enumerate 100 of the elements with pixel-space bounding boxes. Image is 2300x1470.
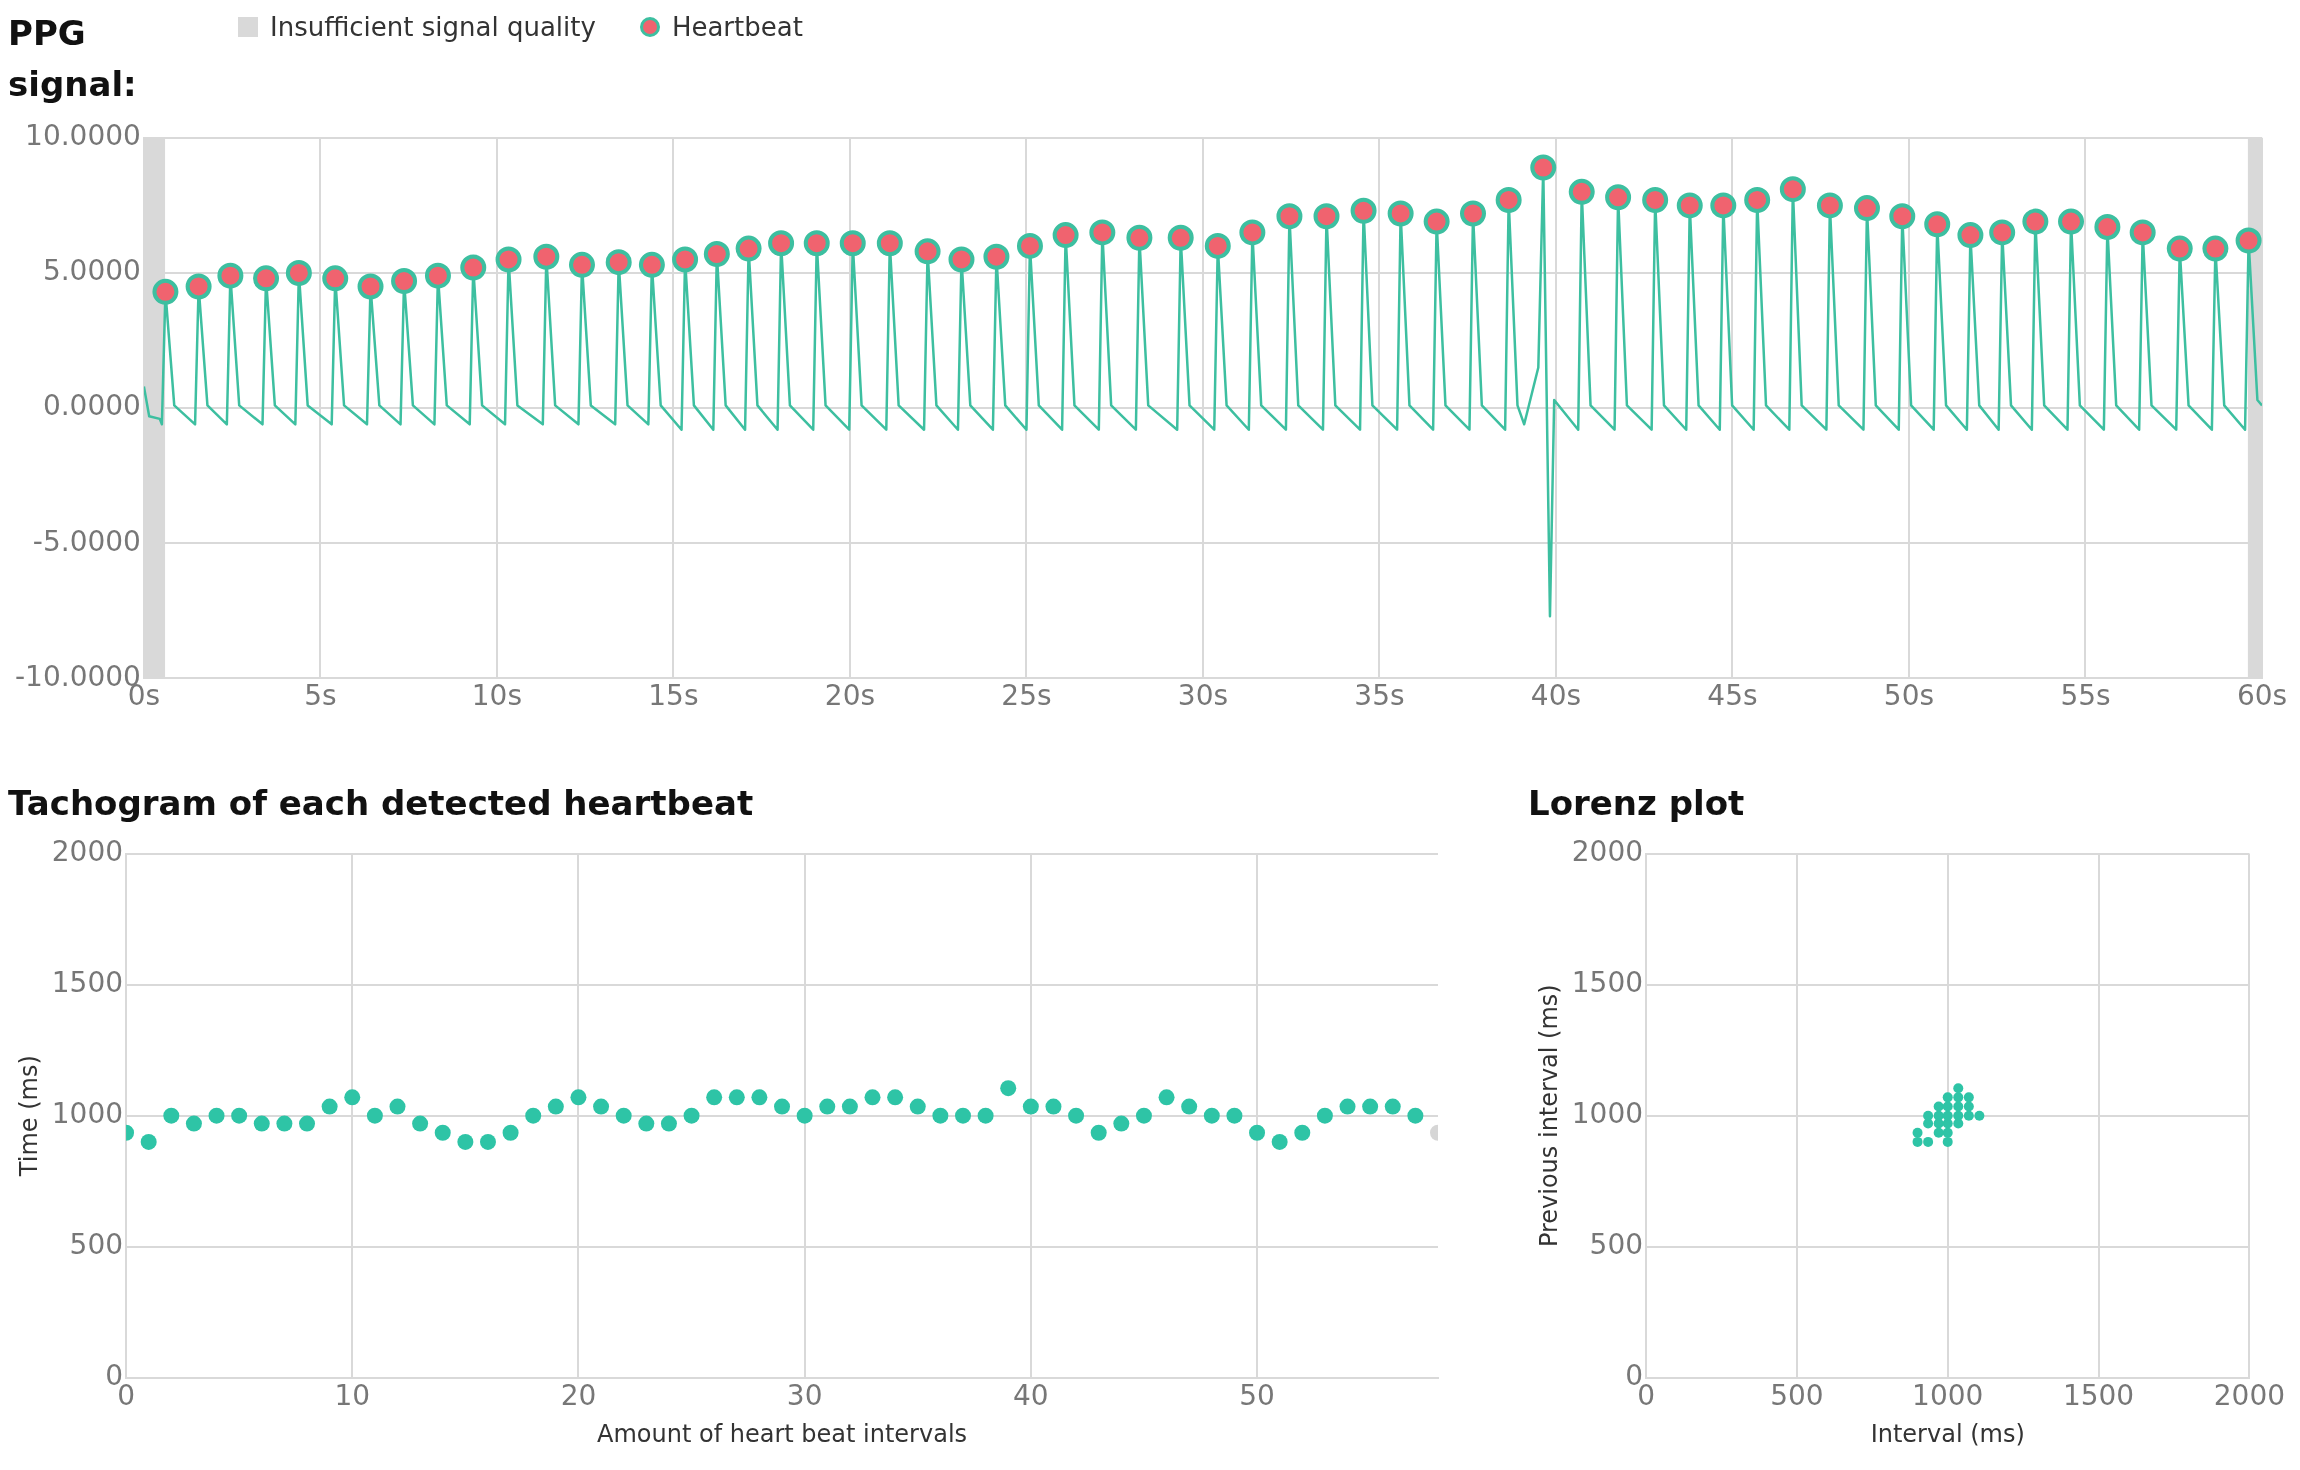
y-tick-label: 500 — [69, 1227, 124, 1261]
point — [819, 1098, 836, 1115]
point — [1495, 186, 1522, 213]
point — [208, 1107, 225, 1124]
point — [615, 1107, 632, 1124]
x-tick-label: 10s — [471, 679, 523, 713]
y-tick-label: 1000 — [1571, 1096, 1644, 1130]
point — [1933, 1118, 1944, 1129]
y-tick-label: 2000 — [51, 835, 124, 869]
chart-title: PPG signal: — [8, 12, 138, 106]
point — [593, 1098, 610, 1115]
point — [1530, 154, 1557, 181]
point — [1710, 192, 1737, 219]
y-axis-title: Previous interval (ms) — [1534, 984, 1563, 1248]
point — [774, 1098, 791, 1115]
x-tick-label: 1000 — [1912, 1378, 1984, 1412]
x-tick-label: 2000 — [2213, 1378, 2285, 1412]
point — [1853, 195, 1880, 222]
point — [185, 1115, 202, 1132]
x-tick-label: 40s — [1530, 679, 1582, 713]
point — [1113, 1115, 1130, 1132]
x-axis-title: Interval (ms) — [1870, 1419, 2025, 1448]
point — [768, 230, 795, 257]
x-axis-title: Amount of heart beat intervals — [597, 1419, 968, 1448]
point — [1923, 1136, 1934, 1147]
y-tick-label: 10.0000 — [25, 119, 141, 153]
point — [1226, 1107, 1243, 1124]
x-tick-label: 25s — [1001, 679, 1052, 713]
x-tick-label: 30 — [786, 1378, 823, 1412]
point — [185, 273, 212, 300]
point — [1135, 1107, 1152, 1124]
point — [977, 1107, 994, 1124]
y-tick-label: 1500 — [51, 966, 124, 1000]
point — [914, 238, 941, 265]
point — [751, 1089, 768, 1106]
x-tick-label: 20s — [824, 679, 876, 713]
x-tick-label: 60s — [2236, 679, 2288, 713]
point — [948, 246, 975, 273]
x-tick-label: 35s — [1354, 679, 1405, 713]
point — [1423, 208, 1450, 235]
point — [1276, 203, 1303, 230]
point — [1362, 1098, 1379, 1115]
point — [570, 1089, 587, 1106]
x-tick-label: 30s — [1177, 679, 1229, 713]
point — [706, 1089, 723, 1106]
point — [1350, 197, 1377, 224]
point — [1989, 219, 2016, 246]
point — [1816, 192, 1843, 219]
point — [1239, 219, 1266, 246]
point — [1316, 1107, 1333, 1124]
point — [479, 1133, 496, 1150]
point — [954, 1107, 971, 1124]
point — [460, 254, 487, 281]
x-tick-label: 500 — [1770, 1378, 1824, 1412]
x-tick-label: 1500 — [2062, 1378, 2135, 1412]
point — [1953, 1083, 1964, 1094]
x-tick-label: 40 — [1013, 1378, 1049, 1412]
point — [2235, 227, 2262, 254]
point — [1923, 1110, 1934, 1121]
y-tick-label: -5.0000 — [32, 524, 141, 558]
y-tick-label: 5.0000 — [42, 254, 141, 288]
point — [1249, 1124, 1266, 1141]
point — [1912, 1127, 1923, 1138]
point — [683, 1107, 700, 1124]
legend-label: Insufficient signal quality — [270, 12, 596, 42]
chart-title: Lorenz plot — [1528, 782, 1745, 825]
point — [1052, 222, 1079, 249]
y-axis-title: Time (ms) — [14, 1055, 43, 1178]
point — [1339, 1098, 1356, 1115]
point — [1068, 1107, 1085, 1124]
point — [1779, 176, 1806, 203]
point — [1963, 1092, 1974, 1103]
point — [2022, 208, 2049, 235]
point — [525, 1107, 542, 1124]
point — [457, 1133, 474, 1150]
point — [876, 230, 903, 257]
point — [1181, 1098, 1198, 1115]
point — [321, 1098, 338, 1115]
point — [703, 241, 730, 268]
y-tick-label: 2000 — [1571, 835, 1644, 869]
point — [322, 265, 349, 292]
point — [2166, 235, 2193, 262]
point — [1022, 1098, 1039, 1115]
point — [2094, 214, 2121, 240]
y-tick-label: 1500 — [1571, 966, 1644, 1000]
point — [1089, 219, 1116, 246]
point — [638, 251, 665, 278]
point — [152, 278, 179, 305]
point — [1407, 1107, 1424, 1124]
point — [2129, 219, 2156, 246]
point — [1744, 186, 1771, 213]
point — [841, 1098, 858, 1115]
point — [1953, 1101, 1964, 1112]
x-tick-label: 10 — [334, 1378, 371, 1412]
point — [1953, 1110, 1964, 1121]
point — [1167, 224, 1194, 251]
point — [1313, 203, 1340, 230]
point — [1384, 1098, 1401, 1115]
point — [728, 1089, 745, 1106]
point — [502, 1124, 519, 1141]
